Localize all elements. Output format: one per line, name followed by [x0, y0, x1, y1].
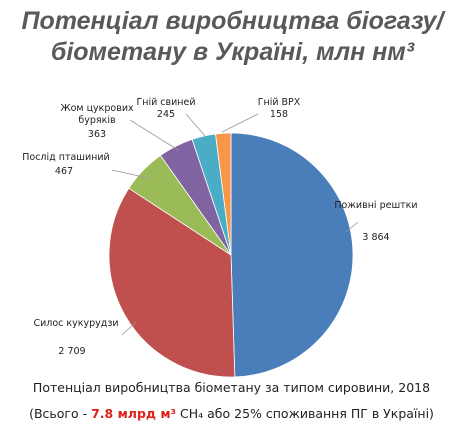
subtitle: Потенціал виробництва біометану за типом… [32, 380, 431, 395]
note-suffix: CH₄ або 25% споживання ПГ в Україні) [176, 406, 434, 421]
leader-line [185, 113, 206, 137]
slice-label: Поживні рештки [334, 200, 418, 211]
value-label: 3 864 [362, 232, 390, 243]
leader-line [129, 119, 179, 151]
slice-label: Жом цукрових буряків [60, 103, 134, 126]
value-label: 363 [87, 129, 107, 140]
slice-label: Послід пташиний [22, 152, 110, 163]
leader-line [111, 169, 149, 179]
slice-label: Гній свиней [136, 97, 196, 108]
leader-line [345, 221, 359, 233]
note-highlight: 7.8 млрд м³ [91, 406, 177, 421]
pie-slice [230, 132, 354, 378]
value-label: 467 [54, 166, 74, 177]
chart-title: Потенціал виробництва біогазу/ біометану… [21, 7, 444, 66]
value-label: 2 709 [58, 346, 86, 357]
slice-label: Силос кукурудзи [33, 318, 119, 329]
pie-slice [108, 187, 236, 378]
note-prefix: (Всього - [29, 406, 92, 421]
value-label: 158 [269, 109, 289, 120]
leader-line [121, 321, 137, 336]
value-label: 245 [156, 109, 176, 120]
leader-line [221, 113, 259, 133]
slice-label: Гній ВРХ [257, 97, 301, 108]
note: (Всього - 7.8 млрд м³ CH₄ або 25% спожив… [0, 406, 463, 421]
pie-slice [215, 132, 232, 256]
